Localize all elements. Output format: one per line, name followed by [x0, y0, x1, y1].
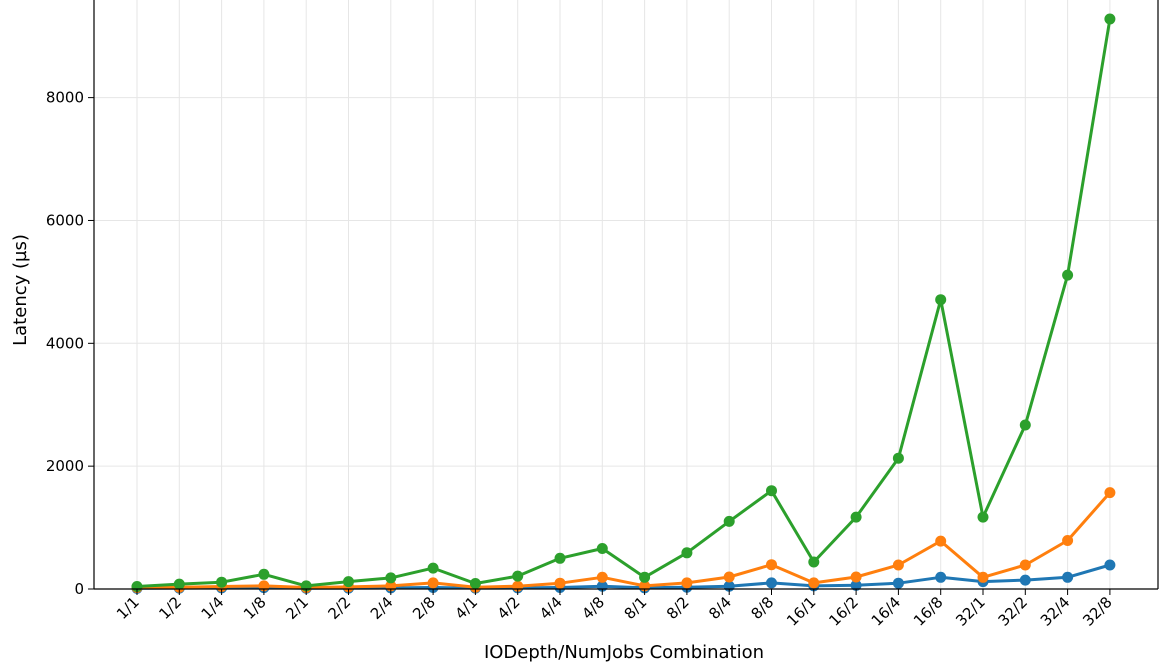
- x-tick-label: 4/2: [494, 593, 524, 623]
- x-tick-label: 4/1: [451, 593, 481, 623]
- x-tick-label: 2/1: [282, 593, 312, 623]
- data-point: [935, 294, 947, 306]
- data-point: [216, 576, 228, 588]
- x-tick-label: 2/8: [409, 593, 439, 623]
- x-tick-label: 1/1: [113, 593, 143, 623]
- data-point: [554, 552, 566, 564]
- x-axis-label: IODepth/NumJobs Combination: [484, 642, 764, 663]
- data-point: [977, 571, 989, 583]
- x-tick-label: 32/1: [952, 593, 989, 630]
- x-tick-label: 8/2: [663, 593, 693, 623]
- ticks: 1/1 1/2 1/4 1/8 2/1 2/2 2/4 2/8 4/1 4/2 4/4 4/8 8/1 8…: [46, 89, 1116, 630]
- x-tick-label: 8/1: [621, 593, 651, 623]
- x-tick-label: 8/4: [705, 593, 735, 623]
- data-point: [343, 576, 354, 588]
- data-point: [1019, 574, 1031, 586]
- data-point: [596, 543, 608, 554]
- data-point: [1062, 269, 1074, 281]
- data-point: [766, 559, 777, 571]
- data-point: [1104, 559, 1116, 571]
- data-point: [554, 577, 566, 589]
- data-point: [681, 547, 693, 559]
- data-point: [639, 571, 651, 583]
- data-point: [723, 515, 735, 527]
- x-tick-label: 16/4: [868, 593, 905, 630]
- data-point: [1019, 559, 1031, 571]
- y-tick-label: 0: [74, 580, 84, 598]
- data-point: [977, 511, 989, 523]
- data-point: [385, 572, 397, 584]
- x-tick-label: 2/4: [367, 593, 397, 623]
- data-point: [766, 485, 777, 497]
- data-point: [850, 579, 862, 591]
- series-line: [136, 491, 1112, 589]
- data-point: [892, 559, 904, 571]
- series-2: [131, 13, 1116, 592]
- data-point: [850, 571, 862, 583]
- data-point: [892, 577, 904, 589]
- x-tick-label: 16/2: [825, 593, 862, 630]
- data-point: [173, 578, 185, 590]
- data-point: [1062, 535, 1074, 546]
- data-point: [512, 570, 524, 582]
- data-point: [935, 571, 947, 583]
- data-point: [808, 577, 820, 589]
- x-tick-label: 32/8: [1079, 593, 1116, 630]
- data-point: [766, 577, 777, 589]
- data-point: [427, 562, 439, 574]
- x-tick-label: 1/4: [198, 593, 228, 623]
- series-line: [136, 18, 1112, 588]
- x-tick-label: 16/1: [783, 593, 820, 630]
- data-point: [596, 571, 608, 583]
- data-point: [850, 511, 862, 523]
- series-lines: [131, 13, 1116, 594]
- data-point: [427, 577, 439, 589]
- x-tick-label: 1/8: [240, 593, 270, 623]
- data-point: [1019, 419, 1031, 431]
- x-tick-label: 1/2: [155, 593, 185, 623]
- x-tick-label: 32/4: [1037, 593, 1074, 630]
- x-tick-label: 4/8: [578, 593, 608, 623]
- y-tick-label: 2000: [46, 457, 84, 475]
- data-point: [1104, 13, 1116, 25]
- data-point: [681, 577, 693, 589]
- data-point: [892, 452, 904, 464]
- data-point: [469, 578, 481, 589]
- x-tick-label: 2/2: [325, 593, 355, 623]
- data-point: [808, 556, 820, 568]
- y-tick-label: 8000: [46, 89, 84, 107]
- x-tick-label: 32/2: [995, 593, 1032, 630]
- series-line: [136, 563, 1111, 590]
- data-point: [1062, 571, 1074, 583]
- x-tick-label: 4/4: [536, 593, 566, 623]
- x-tick-label: 8/8: [748, 593, 778, 623]
- y-tick-label: 4000: [46, 334, 84, 352]
- axes: [93, 0, 1159, 590]
- grid-lines: [94, 0, 1158, 590]
- data-point: [935, 535, 947, 547]
- y-tick-label: 6000: [46, 211, 84, 229]
- x-tick-label: 16/8: [910, 593, 947, 630]
- y-axis-label: Latency (µs): [10, 234, 31, 346]
- data-point: [723, 571, 735, 583]
- data-point: [1104, 487, 1116, 499]
- data-point: [258, 568, 270, 580]
